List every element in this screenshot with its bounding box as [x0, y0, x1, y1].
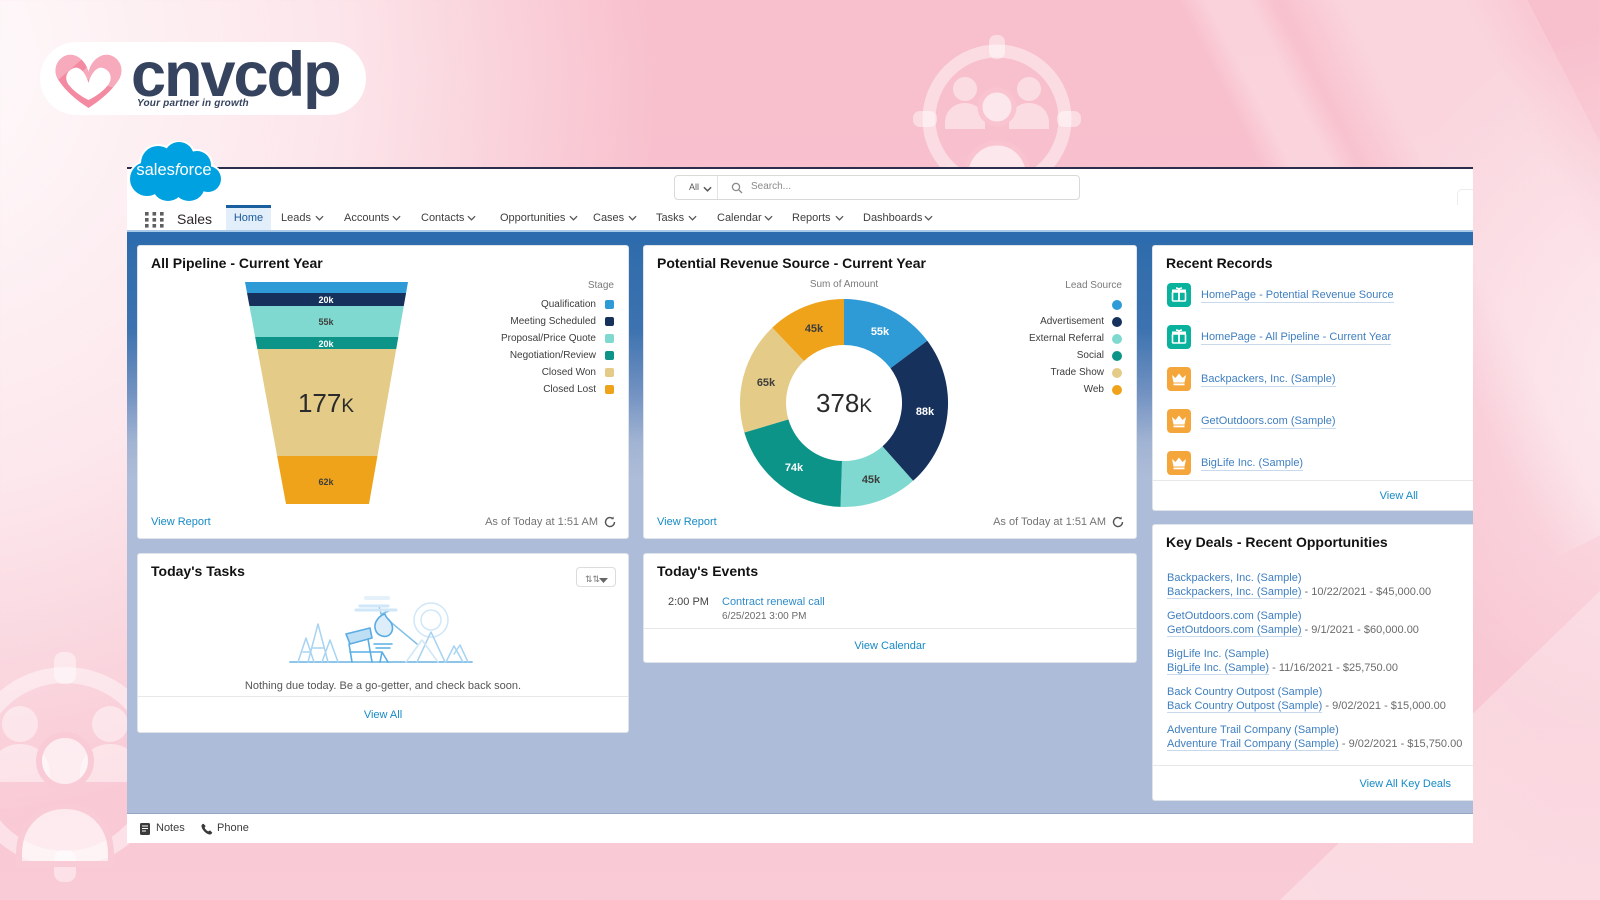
svg-text:45k: 45k [862, 474, 881, 486]
svg-text:74k: 74k [785, 462, 804, 474]
svg-text:62k: 62k [318, 477, 334, 487]
svg-text:20k: 20k [318, 295, 334, 305]
svg-text:65k: 65k [757, 377, 776, 389]
svg-text:45k: 45k [805, 323, 824, 335]
svg-text:378K: 378K [816, 388, 872, 418]
svg-text:55k: 55k [871, 326, 890, 338]
svg-text:salesforce: salesforce [136, 161, 211, 179]
svg-text:88k: 88k [916, 406, 935, 418]
svg-text:20k: 20k [318, 339, 334, 349]
svg-text:55k: 55k [318, 317, 334, 327]
